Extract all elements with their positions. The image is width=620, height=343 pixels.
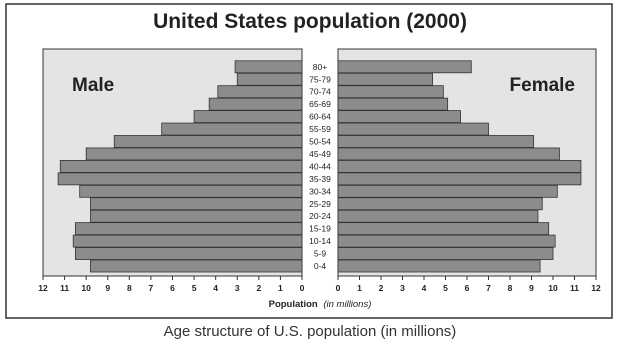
age-label-10-14: 10-14: [309, 236, 331, 246]
age-label-65-69: 65-69: [309, 99, 331, 109]
male-bar-40-44: [59, 159, 303, 173]
male-bar-55-59: [161, 122, 303, 136]
male-bar-30-34: [79, 184, 303, 198]
female-bar-20-24: [337, 209, 539, 223]
male-bar-15-19: [74, 222, 303, 236]
female-bar-80+: [337, 60, 472, 74]
age-label-25-29: 25-29: [309, 199, 331, 209]
x-axis-title-main: Population: [269, 299, 318, 310]
age-label-15-19: 15-19: [309, 224, 331, 234]
female-bar-70-74: [337, 85, 444, 99]
left-tick-label-1: 1: [278, 283, 283, 293]
age-label-50-54: 50-54: [309, 137, 331, 147]
male-bar-75-79: [236, 72, 303, 86]
left-tick-label-8: 8: [127, 283, 132, 293]
male-bar-60-64: [193, 110, 303, 123]
left-tick-label-5: 5: [192, 283, 197, 293]
right-tick-label-2: 2: [379, 283, 384, 293]
male-bar-65-69: [208, 97, 303, 111]
female-bar-55-59: [337, 122, 489, 136]
right-tick-label-1: 1: [357, 283, 362, 293]
figure-caption: Age structure of U.S. population (in mil…: [164, 323, 457, 340]
right-tick-label-11: 11: [570, 283, 579, 293]
male-bar-25-29: [90, 197, 303, 211]
age-label-40-44: 40-44: [309, 161, 331, 171]
male-bar-80+: [234, 60, 303, 74]
left-tick-label-10: 10: [81, 283, 91, 293]
age-label-70-74: 70-74: [309, 87, 331, 97]
female-bar-50-54: [337, 135, 535, 148]
right-x-axis: 0 1 2 3 4 5 6 7 8 9 10 11 12: [336, 276, 601, 293]
male-bars: [57, 60, 303, 273]
female-bar-25-29: [337, 197, 543, 211]
right-tick-label-4: 4: [422, 283, 427, 293]
left-tick-label-6: 6: [170, 283, 175, 293]
female-bar-30-34: [337, 184, 558, 198]
age-label-5-9: 5-9: [314, 249, 327, 259]
left-tick-label-4: 4: [213, 283, 218, 293]
age-label-80+: 80+: [313, 62, 327, 72]
left-tick-label-3: 3: [235, 283, 240, 293]
age-label-45-49: 45-49: [309, 149, 331, 159]
female-bar-35-39: [337, 172, 582, 186]
female-bar-65-69: [337, 97, 449, 111]
left-tick-label-9: 9: [105, 283, 110, 293]
right-tick-label-12: 12: [591, 283, 601, 293]
x-axis-title-unit: (in millions): [323, 299, 371, 310]
age-label-75-79: 75-79: [309, 74, 331, 84]
male-bar-70-74: [217, 85, 303, 99]
age-label-0-4: 0-4: [314, 261, 327, 271]
female-bars: [337, 60, 582, 273]
right-tick-label-10: 10: [548, 283, 558, 293]
female-bar-60-64: [337, 110, 461, 123]
male-bar-10-14: [72, 234, 303, 248]
female-bar-10-14: [337, 234, 556, 248]
x-axis-title: Population (in millions): [269, 299, 372, 310]
female-label: Female: [510, 75, 575, 96]
right-tick-label-8: 8: [508, 283, 513, 293]
female-bar-45-49: [337, 147, 560, 161]
left-tick-label-0: 0: [300, 283, 305, 293]
male-bar-45-49: [85, 147, 303, 161]
male-bar-20-24: [90, 209, 303, 223]
male-bar-50-54: [113, 135, 303, 148]
left-tick-label-7: 7: [149, 283, 154, 293]
left-tick-label-11: 11: [60, 283, 69, 293]
female-bar-5-9: [337, 247, 554, 260]
chart-title: United States population (2000): [153, 10, 467, 33]
male-bar-0-4: [90, 259, 303, 273]
age-label-35-39: 35-39: [309, 174, 331, 184]
right-tick-label-7: 7: [486, 283, 491, 293]
age-labels: 0-4 5-9 10-14 15-19 20-24 25-29 30-34 35-39 40-4…: [309, 62, 331, 271]
female-bar-0-4: [337, 259, 541, 273]
age-label-60-64: 60-64: [309, 112, 331, 122]
left-tick-label-2: 2: [256, 283, 261, 293]
right-tick-label-9: 9: [529, 283, 534, 293]
left-x-axis: 12 11 10 9 8 7 6 5 4 3 2 1 0: [38, 276, 305, 293]
age-label-30-34: 30-34: [309, 186, 331, 196]
male-bar-35-39: [57, 172, 303, 186]
right-tick-label-5: 5: [443, 283, 448, 293]
left-tick-label-12: 12: [38, 283, 48, 293]
female-bar-75-79: [337, 72, 433, 86]
age-label-20-24: 20-24: [309, 211, 331, 221]
female-bar-40-44: [337, 159, 582, 173]
male-bar-5-9: [74, 247, 303, 260]
right-tick-label-6: 6: [465, 283, 470, 293]
right-tick-label-3: 3: [400, 283, 405, 293]
right-tick-label-0: 0: [336, 283, 341, 293]
female-bar-15-19: [337, 222, 550, 236]
age-label-55-59: 55-59: [309, 124, 331, 134]
male-label: Male: [72, 75, 114, 96]
